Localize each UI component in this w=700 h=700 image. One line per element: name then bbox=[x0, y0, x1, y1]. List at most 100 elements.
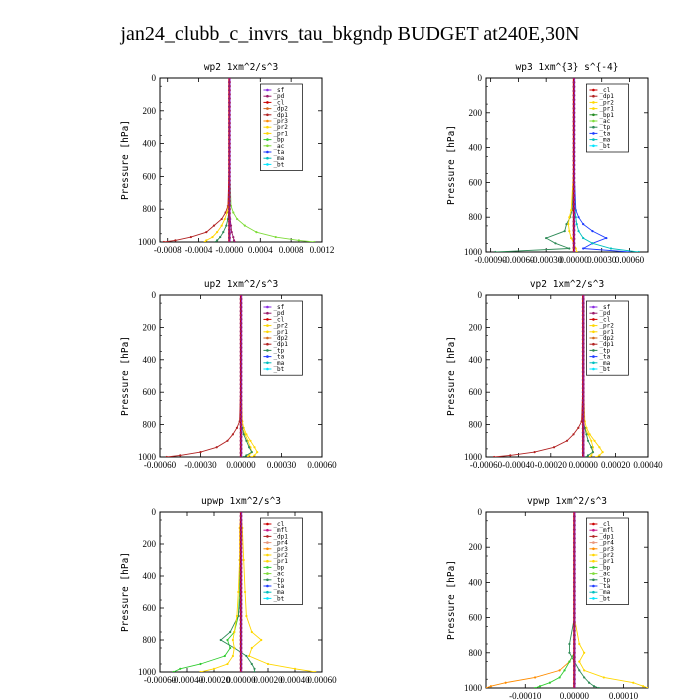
zero-line-marker bbox=[239, 394, 243, 398]
y-tick-label: 400 bbox=[469, 143, 483, 153]
zero-line-marker bbox=[239, 338, 243, 341]
zero-line-marker bbox=[581, 378, 585, 382]
x-tick-label: 0.0012 bbox=[310, 245, 335, 255]
zero-line-marker bbox=[239, 642, 243, 646]
zero-line-marker bbox=[239, 574, 243, 578]
series-point_tp bbox=[554, 242, 557, 245]
legend-marker bbox=[592, 324, 595, 327]
zero-line-marker bbox=[572, 682, 576, 685]
zero-line-marker bbox=[239, 646, 243, 650]
y-tick-label: 800 bbox=[469, 648, 483, 658]
zero-line-marker bbox=[572, 124, 576, 128]
series-point_pr1 bbox=[598, 454, 601, 457]
legend-label: _pr1 bbox=[599, 329, 614, 336]
legend-marker bbox=[266, 88, 269, 92]
zero-line-marker bbox=[239, 526, 243, 530]
legend-marker bbox=[266, 119, 269, 123]
zero-line-marker bbox=[239, 313, 243, 317]
legend-marker bbox=[592, 349, 595, 352]
y-axis-label: Pressure [hPa] bbox=[446, 125, 457, 205]
series-point_bp bbox=[226, 638, 229, 642]
series-point_dp1 bbox=[189, 235, 192, 239]
legend-label: _bt bbox=[273, 366, 284, 373]
zero-line-marker bbox=[228, 150, 231, 154]
legend-marker bbox=[592, 578, 595, 582]
legend: _sf_pd_cl_dp2_dp1_pr3_pr2_pr1_bp_ac_ta_m… bbox=[260, 83, 303, 171]
zero-line-marker bbox=[581, 326, 585, 329]
zero-line-marker bbox=[228, 183, 231, 187]
zero-line-marker bbox=[239, 670, 243, 672]
series-point_dp1 bbox=[179, 454, 182, 457]
series-point_tp bbox=[565, 223, 568, 226]
legend-marker bbox=[592, 522, 595, 526]
zero-line-marker bbox=[239, 297, 243, 301]
legend-marker bbox=[592, 144, 595, 148]
zero-line-marker bbox=[572, 616, 576, 619]
legend-label: _tp bbox=[273, 577, 284, 584]
legend-marker bbox=[592, 125, 595, 129]
series-point_ac bbox=[243, 224, 246, 227]
x-tick-label: -0.00040 bbox=[502, 460, 535, 470]
y-tick-label: 600 bbox=[143, 603, 157, 613]
x-tick-label: -0.0008 bbox=[154, 245, 182, 255]
legend-label: _sf bbox=[599, 304, 610, 311]
zero-line-marker bbox=[239, 411, 243, 414]
zero-line-marker bbox=[572, 111, 576, 115]
zero-line-marker bbox=[239, 374, 243, 378]
series-point_pr1 bbox=[231, 654, 234, 658]
series-line_pr2 bbox=[240, 295, 253, 457]
legend-label: _mfl bbox=[599, 527, 614, 534]
zero-line-marker bbox=[572, 202, 576, 206]
series-point_dp1 bbox=[220, 217, 223, 221]
series-point_ac bbox=[297, 239, 300, 242]
zero-line-marker bbox=[239, 427, 243, 431]
panel-3: up2 1xm^2/s^3 Pressure [hPa] 0 200 400 600 800… bbox=[120, 279, 337, 470]
legend-label: _dp1 bbox=[273, 112, 288, 119]
series-point_pr2 bbox=[578, 660, 581, 663]
legend-marker bbox=[266, 107, 269, 110]
zero-line-marker bbox=[572, 638, 576, 641]
zero-line-marker bbox=[239, 570, 243, 574]
legend-marker bbox=[266, 101, 269, 104]
series-point_pr3 bbox=[489, 685, 493, 688]
legend-marker bbox=[266, 535, 269, 538]
zero-line-marker bbox=[239, 326, 243, 329]
legend-label: _ac bbox=[273, 571, 284, 578]
series-point_ma bbox=[582, 236, 585, 240]
zero-line-marker bbox=[239, 455, 243, 457]
series-point_ac bbox=[313, 240, 316, 242]
zero-line-marker bbox=[228, 207, 231, 211]
series-point_pr1 bbox=[585, 426, 588, 429]
legend-label: _bt bbox=[599, 143, 610, 150]
legend-label: _dp1 bbox=[599, 533, 614, 540]
zero-line-marker bbox=[239, 662, 243, 666]
zero-line-marker bbox=[228, 199, 231, 203]
series-point_tp bbox=[229, 630, 232, 634]
series-point_ac bbox=[236, 217, 239, 221]
zero-line-marker bbox=[239, 578, 243, 582]
series-point_tp bbox=[568, 642, 571, 646]
plot-frame bbox=[485, 511, 649, 689]
series-point_pr1 bbox=[212, 667, 216, 670]
zero-line-marker bbox=[572, 660, 576, 663]
zero-line-marker bbox=[572, 686, 576, 688]
zero-line-marker bbox=[239, 610, 243, 614]
series-point_pr2 bbox=[570, 236, 573, 240]
zero-line-marker bbox=[572, 629, 576, 633]
series-point_dp1 bbox=[162, 240, 165, 242]
series-point_dp1 bbox=[493, 455, 496, 457]
series-point_pr2 bbox=[590, 439, 593, 442]
legend-marker bbox=[592, 336, 595, 340]
zero-line-marker bbox=[228, 179, 231, 182]
panel-title: up2 1xm^2/s^3 bbox=[204, 279, 278, 290]
y-axis-label: Pressure [hPa] bbox=[120, 120, 131, 200]
series-line_tp bbox=[240, 295, 253, 457]
legend-marker bbox=[266, 342, 269, 346]
series-point_pr2 bbox=[246, 455, 249, 457]
zero-line-marker bbox=[572, 185, 576, 189]
series-point_pr2 bbox=[245, 614, 248, 618]
series-point_pr3 bbox=[486, 686, 488, 688]
legend-marker bbox=[266, 318, 269, 321]
zero-line-marker bbox=[239, 407, 243, 410]
x-tick-label: 0.00020 bbox=[601, 460, 631, 470]
